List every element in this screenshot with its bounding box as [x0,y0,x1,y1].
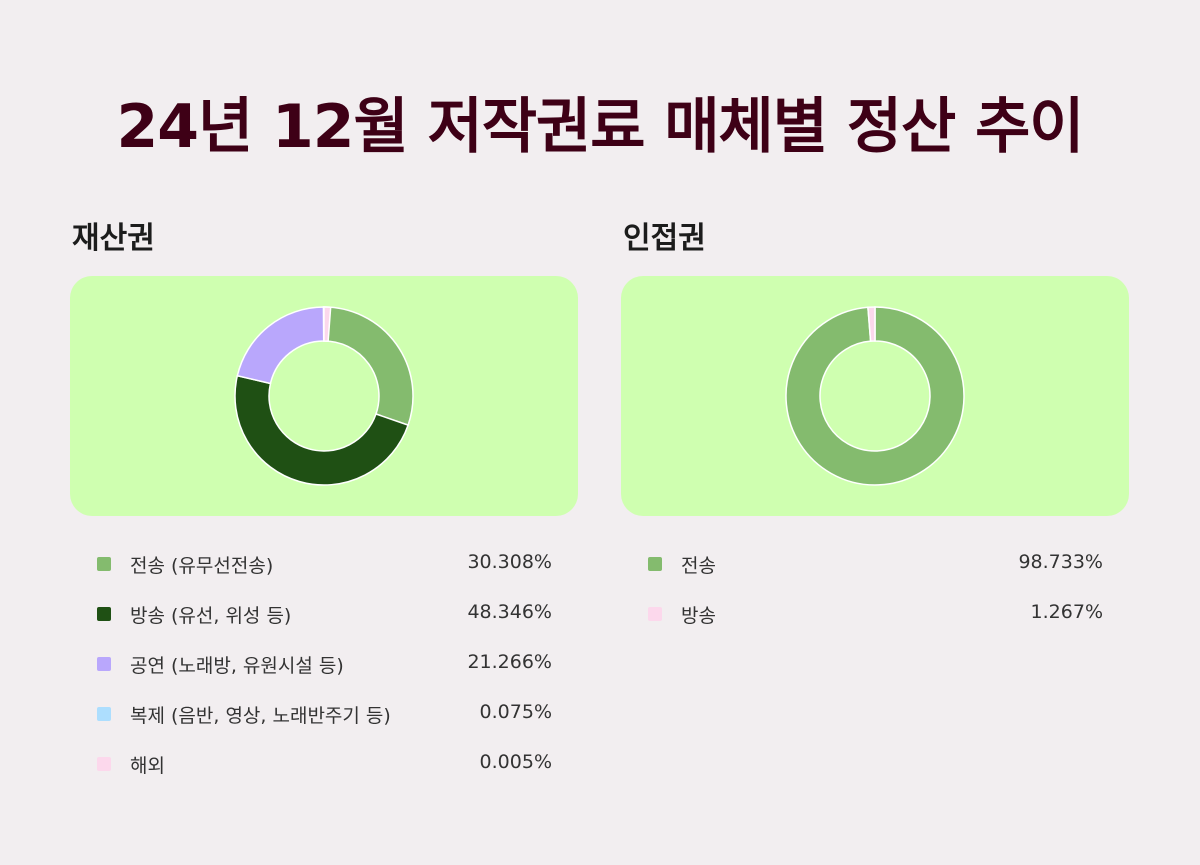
donut-slice [785,306,965,486]
legend-item: 전송 (유무선전송) 30.308% [70,538,578,588]
legend-item: 공연 (노래방, 유원시설 등) 21.266% [70,638,578,688]
legend-label: 방송 [681,605,716,627]
neighboring-rights-panel: 인접권 전송 98.733% 방송 1.267% [621,216,1129,638]
legend-value: 98.733% [1018,551,1103,573]
donut-chart-property-rights [234,306,414,486]
donut-chart-box [621,276,1129,516]
legend-label: 해외 [130,755,165,777]
donut-chart-neighboring-rights [785,306,965,486]
legend-item: 전송 98.733% [621,538,1129,588]
donut-chart-box [70,276,578,516]
donut-slice [867,306,876,342]
legend-value: 21.266% [467,651,552,673]
panel-title-neighboring-rights: 인접권 [623,221,706,256]
legend-label: 전송 (유무선전송) [130,555,274,577]
panel-title-property-rights: 재산권 [72,221,155,256]
legend-neighboring-rights: 전송 98.733% 방송 1.267% [621,538,1129,638]
legend-label: 공연 (노래방, 유원시설 등) [130,655,344,677]
legend-swatch [648,557,662,571]
property-rights-panel: 재산권 전송 (유무선전송) 30.308% 방송 (유선, 위성 등) 48.346… [70,216,578,788]
legend-item: 방송 1.267% [621,588,1129,638]
legend-swatch [648,607,662,621]
legend-swatch [97,707,111,721]
legend-value: 30.308% [467,551,552,573]
legend-swatch [97,607,111,621]
donut-slice [236,306,325,385]
legend-label: 방송 (유선, 위성 등) [130,605,292,627]
legend-value: 0.075% [479,701,552,723]
donut-slice [323,306,332,342]
legend-item: 복제 (음반, 영상, 노래반주기 등) 0.075% [70,688,578,738]
donut-slice [323,306,414,427]
legend-label: 전송 [681,555,716,577]
legend-swatch [97,757,111,771]
legend-item: 방송 (유선, 위성 등) 48.346% [70,588,578,638]
legend-item: 해외 0.005% [70,738,578,788]
legend-swatch [97,557,111,571]
legend-value: 0.005% [479,751,552,773]
legend-swatch [97,657,111,671]
legend-label: 복제 (음반, 영상, 노래반주기 등) [130,705,391,727]
legend-value: 48.346% [467,601,552,623]
legend-property-rights: 전송 (유무선전송) 30.308% 방송 (유선, 위성 등) 48.346% 공연 … [70,538,578,788]
page-title: 24년 12월 저작권료 매체별 정산 추이 [116,92,1084,162]
donut-slice [234,374,410,486]
legend-value: 1.267% [1030,601,1103,623]
